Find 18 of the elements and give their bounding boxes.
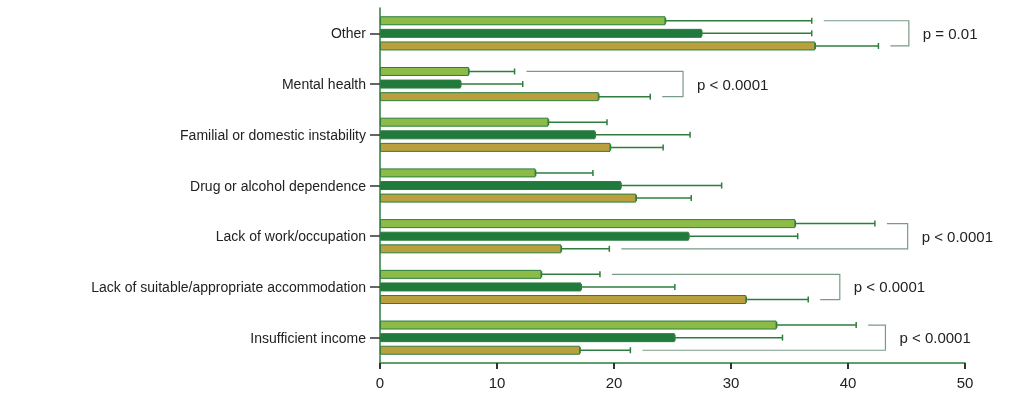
- x-tick-label: 20: [605, 374, 623, 391]
- y-tick-label: Insufficient income: [250, 329, 367, 346]
- x-tick-label: 50: [956, 374, 974, 391]
- y-tick-label: Other: [330, 25, 367, 42]
- y-tick-label: Lack of suitable/appropriate accommodation: [91, 278, 366, 295]
- y-tick-label: Familial or domestic instability: [180, 126, 366, 143]
- x-tick-label: 0: [375, 374, 385, 391]
- y-tick-label: Drug or alcohol dependence: [190, 177, 367, 194]
- x-tick-label: 40: [839, 374, 857, 391]
- annotation: p = 0.01: [922, 24, 978, 42]
- annotation: p < 0.0001: [921, 227, 993, 245]
- annotation: p < 0.0001: [899, 329, 971, 347]
- x-tick-label: 10: [488, 374, 506, 391]
- x-tick-label: 30: [722, 374, 740, 391]
- y-tick-label: Mental health: [281, 76, 366, 93]
- y-tick-label: Lack of work/occupation: [215, 228, 366, 245]
- annotation: p < 0.0001: [697, 75, 769, 93]
- annotation: p < 0.0001: [853, 278, 926, 296]
